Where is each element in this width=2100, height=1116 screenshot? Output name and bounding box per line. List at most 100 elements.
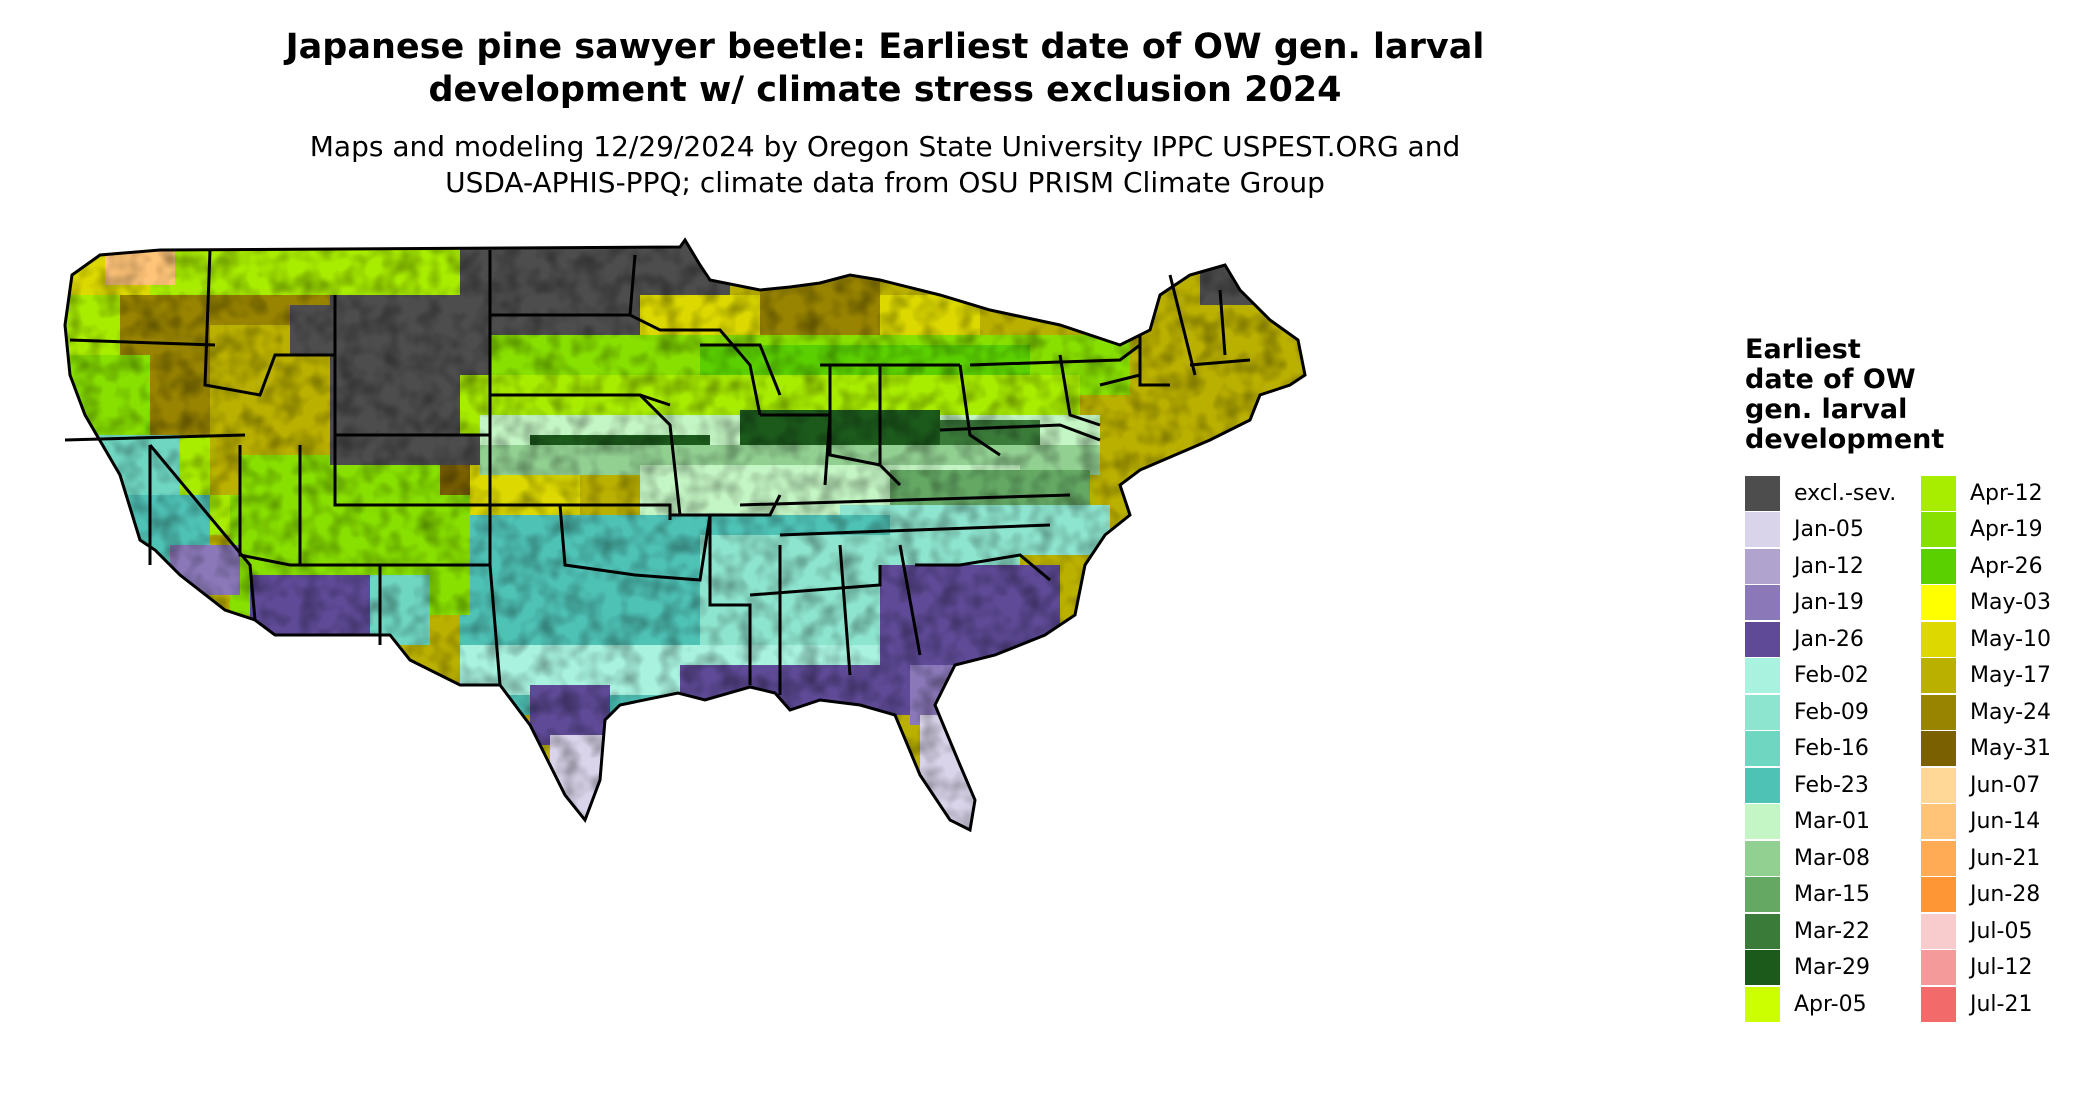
legend-title-line: development: [1745, 424, 1945, 455]
legend-label: Feb-23: [1794, 772, 1869, 798]
legend-label: Jan-12: [1794, 553, 1864, 579]
legend-swatch: [1745, 877, 1780, 913]
legend-item: Feb-02: [1745, 658, 1896, 695]
legend-item: Jan-26: [1745, 621, 1896, 658]
subtitle-line-1: Maps and modeling 12/29/2024 by Oregon S…: [309, 130, 1461, 163]
map-subtitle: Maps and modeling 12/29/2024 by Oregon S…: [150, 129, 1620, 201]
legend-label: Mar-08: [1794, 845, 1871, 871]
legend-columns: excl.-sev. Jan-05 Jan-12 Jan-19 Jan-26 Feb-02…: [1745, 475, 2075, 1035]
legend-label: excl.-sev.: [1794, 480, 1897, 506]
state-boundaries: [63, 237, 1307, 833]
legend-swatch: [1745, 913, 1780, 949]
legend-item: May-24: [1921, 694, 2051, 731]
legend-label: Mar-01: [1794, 809, 1871, 835]
legend-item: Jun-14: [1921, 804, 2051, 841]
legend-item: Feb-16: [1745, 731, 1896, 768]
legend: Earliest date of OW gen. larval developm…: [1745, 335, 2075, 1035]
legend-label: Jun-21: [1970, 845, 2041, 871]
legend-label: May-17: [1970, 663, 2052, 689]
legend-item: excl.-sev.: [1745, 475, 1896, 512]
legend-item: May-31: [1921, 731, 2051, 768]
legend-label: Jul-05: [1970, 918, 2033, 944]
legend-label: Jan-19: [1794, 590, 1864, 616]
legend-item: Jul-21: [1921, 986, 2051, 1023]
legend-item: Mar-08: [1745, 840, 1896, 877]
legend-label: Feb-16: [1794, 736, 1869, 762]
legend-title-line: Earliest: [1745, 334, 1861, 365]
legend-item: Jul-12: [1921, 950, 2051, 987]
title-line-2: development w/ climate stress exclusion …: [428, 70, 1342, 110]
legend-swatch: [1745, 986, 1780, 1022]
legend-column-1: excl.-sev. Jan-05 Jan-12 Jan-19 Jan-26 Feb-02…: [1745, 475, 1896, 1023]
legend-item: Jan-05: [1745, 512, 1896, 549]
legend-swatch: [1745, 950, 1780, 986]
legend-label: Jun-28: [1970, 882, 2041, 908]
legend-column-2: Apr-12 Apr-19 Apr-26 May-03 May-10 May-17 May-…: [1921, 475, 2051, 1023]
legend-item: Jun-28: [1921, 877, 2051, 914]
legend-swatch: [1921, 804, 1956, 840]
legend-item: May-03: [1921, 585, 2051, 622]
legend-item: Mar-01: [1745, 804, 1896, 841]
legend-swatch: [1921, 512, 1956, 548]
legend-swatch: [1745, 767, 1780, 803]
legend-item: Jan-12: [1745, 548, 1896, 585]
legend-swatch: [1745, 548, 1780, 584]
legend-label: May-31: [1970, 736, 2052, 762]
legend-label: Apr-26: [1970, 553, 2043, 579]
legend-label: May-24: [1970, 699, 2052, 725]
legend-swatch: [1921, 840, 1956, 876]
title-line-1: Japanese pine sawyer beetle: Earliest da…: [285, 27, 1485, 67]
legend-label: Jun-07: [1970, 772, 2041, 798]
us-map: [60, 235, 1620, 1105]
legend-title-line: date of OW: [1745, 364, 1916, 395]
legend-label: Jul-12: [1970, 955, 2033, 981]
legend-label: May-10: [1970, 626, 2052, 652]
subtitle-line-2: USDA-APHIS-PPQ; climate data from OSU PR…: [445, 166, 1325, 199]
legend-item: Feb-23: [1745, 767, 1896, 804]
legend-swatch: [1921, 877, 1956, 913]
legend-label: Feb-09: [1794, 699, 1869, 725]
legend-swatch: [1921, 950, 1956, 986]
legend-swatch: [1745, 840, 1780, 876]
legend-label: Jan-05: [1794, 517, 1864, 543]
legend-label: May-03: [1970, 590, 2052, 616]
legend-swatch: [1745, 512, 1780, 548]
legend-swatch: [1745, 694, 1780, 730]
legend-label: Mar-15: [1794, 882, 1871, 908]
legend-swatch: [1921, 475, 1956, 511]
legend-item: Mar-22: [1745, 913, 1896, 950]
legend-swatch: [1921, 548, 1956, 584]
legend-swatch: [1921, 658, 1956, 694]
legend-item: Jun-07: [1921, 767, 2051, 804]
legend-label: Jun-14: [1970, 809, 2041, 835]
legend-item: Feb-09: [1745, 694, 1896, 731]
legend-item: Jun-21: [1921, 840, 2051, 877]
legend-label: Apr-19: [1970, 517, 2043, 543]
legend-item: May-17: [1921, 658, 2051, 695]
legend-item: Apr-12: [1921, 475, 2051, 512]
legend-swatch: [1921, 731, 1956, 767]
legend-title: Earliest date of OW gen. larval developm…: [1745, 335, 2075, 455]
legend-swatch: [1745, 804, 1780, 840]
legend-item: May-10: [1921, 621, 2051, 658]
legend-swatch: [1745, 585, 1780, 621]
legend-swatch: [1745, 475, 1780, 511]
legend-swatch: [1745, 658, 1780, 694]
legend-title-line: gen. larval: [1745, 394, 1908, 425]
legend-swatch: [1921, 621, 1956, 657]
legend-swatch: [1921, 767, 1956, 803]
legend-swatch: [1921, 913, 1956, 949]
legend-label: Apr-12: [1970, 480, 2043, 506]
legend-item: Mar-29: [1745, 950, 1896, 987]
legend-label: Jul-21: [1970, 991, 2033, 1017]
legend-swatch: [1745, 731, 1780, 767]
map-title: Japanese pine sawyer beetle: Earliest da…: [150, 26, 1620, 112]
legend-label: Feb-02: [1794, 663, 1869, 689]
legend-item: Jan-19: [1745, 585, 1896, 622]
legend-label: Jan-26: [1794, 626, 1864, 652]
legend-label: Mar-29: [1794, 955, 1871, 981]
us-map-svg: [63, 237, 1307, 833]
legend-swatch: [1745, 621, 1780, 657]
legend-item: Apr-19: [1921, 512, 2051, 549]
legend-label: Mar-22: [1794, 918, 1871, 944]
